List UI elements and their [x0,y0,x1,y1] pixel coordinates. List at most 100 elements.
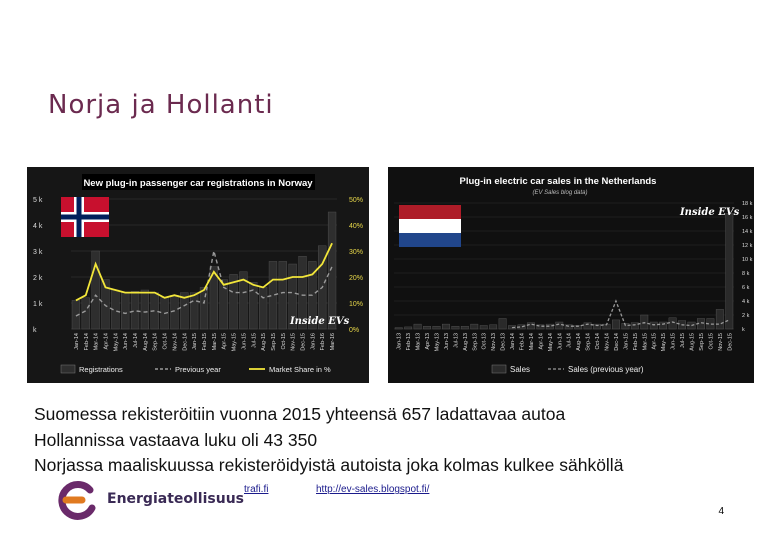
bar [199,287,209,330]
x-tick-label: Jul-13 [453,333,459,348]
series-line-market-share [75,242,333,302]
chart-subtitle: (EV Sales blog data) [532,190,587,196]
x-tick-label: Jan-13 [397,333,403,350]
flag-cross-blue-h [61,214,109,220]
y2-tick-label: 30% [349,249,363,256]
bar [479,325,488,330]
source-link-ev-sales[interactable]: http://ev-sales.blogspot.fi/ [316,484,430,495]
bar [612,319,620,330]
bar [725,213,734,330]
y-tick-label: 5 k [33,197,43,204]
x-tick-label: Dec-14 [182,333,188,351]
x-tick-label: Mar-13 [416,333,422,350]
y-tick-label: k [33,327,37,334]
legend-label: Market Share in % [269,365,331,374]
bar [229,274,238,330]
bar [470,323,479,330]
body-line-3: Norjassa maaliskuussa rekisteröidyistä a… [34,455,624,475]
x-tick-label: Dec-15 [301,333,307,351]
bar [394,327,403,330]
bar [630,322,639,330]
body-line-1: Suomessa rekisteröitiin vuonna 2015 yhte… [34,404,566,424]
bar [640,314,649,330]
bar [536,324,545,330]
x-tick-label: Aug-15 [690,333,696,351]
x-tick-label: Dec-14 [614,333,620,351]
y2-tick-label: 20% [349,275,363,282]
x-tick-label: May-14 [113,333,119,351]
x-tick-label: May-14 [548,333,554,351]
y-tick-label: 16 k [742,215,753,221]
legend-swatch-bar [60,364,76,374]
bar [621,323,630,330]
x-tick-label: May-13 [435,333,441,351]
watermark: Inside EVs [679,207,740,218]
bar [489,324,498,330]
y-tick-label: 3 k [33,249,43,256]
x-tick-label: Sep-13 [472,333,478,351]
x-tick-label: Mar-14 [529,333,535,350]
x-tick-label: Jul-14 [567,333,573,348]
bar [239,271,248,330]
bar [130,291,140,330]
x-tick-label: Oct-14 [163,333,169,350]
bar [249,281,258,330]
legend-label: Sales (previous year) [568,365,644,374]
x-tick-label: Apr-15 [222,333,228,350]
slide-title: Norja ja Hollanti [48,90,274,120]
x-tick-label: Oct-15 [281,333,287,350]
y-tick-label: 6 k [742,285,750,291]
x-tick-label: Feb-15 [202,333,208,350]
bar [659,321,668,330]
y-tick-label: 18 k [742,201,753,207]
bar [219,279,228,330]
x-tick-label: Feb-15 [633,333,639,350]
x-tick-label: Apr-15 [652,333,658,350]
x-tick-label: Oct-13 [482,333,488,350]
x-tick-label: Aug-14 [143,333,149,351]
bar [715,309,724,330]
legend-swatch-bar [491,364,507,374]
x-tick-label: Sep-15 [699,333,705,351]
chart-title: Plug-in electric car sales in the Nether… [460,176,657,187]
x-tick-label: Nov-15 [291,333,297,351]
x-tick-label: Apr-14 [538,333,544,350]
legend-label: Sales [510,365,530,374]
x-tick-label: Nov-14 [605,333,611,351]
bar [180,292,189,330]
y-tick-label: 12 k [742,243,753,249]
x-tick-label: Jul-15 [251,333,257,348]
bar [209,266,218,330]
bar [564,324,573,330]
bar [81,297,90,330]
bar [140,289,150,330]
bar [91,250,100,330]
x-tick-label: Dec-15 [727,333,733,351]
x-tick-label: Jun-15 [241,333,247,350]
x-tick-label: Jan-14 [510,333,516,350]
x-tick-label: Mar-15 [212,333,218,350]
norway-chart: New plug-in passenger car registrations … [27,167,369,383]
chart-title: New plug-in passenger car registrations … [83,178,313,189]
bar [298,255,307,330]
netherlands-flag-icon [399,205,461,247]
source-link-trafi[interactable]: trafi.fi [244,484,269,495]
bar [545,323,554,330]
bar [432,325,441,330]
x-tick-label: Mar-14 [94,333,100,350]
bar [278,261,287,330]
bar [288,263,297,330]
logo-text: Energiateollisuus [107,491,244,507]
bar [327,211,337,330]
body-line-2: Hollannissa vastaava luku oli 43 350 [34,430,318,450]
y-tick-label: 14 k [742,229,753,235]
bar [451,325,460,330]
bar [555,321,564,330]
x-tick-label: Aug-13 [463,333,469,351]
bar [527,322,535,330]
bar [258,287,268,330]
x-tick-label: Mar-15 [642,333,648,350]
x-tick-label: Nov-15 [718,333,724,351]
x-tick-label: Jul-14 [133,333,139,348]
energiateollisuus-logo: Energiateollisuus [52,478,252,522]
